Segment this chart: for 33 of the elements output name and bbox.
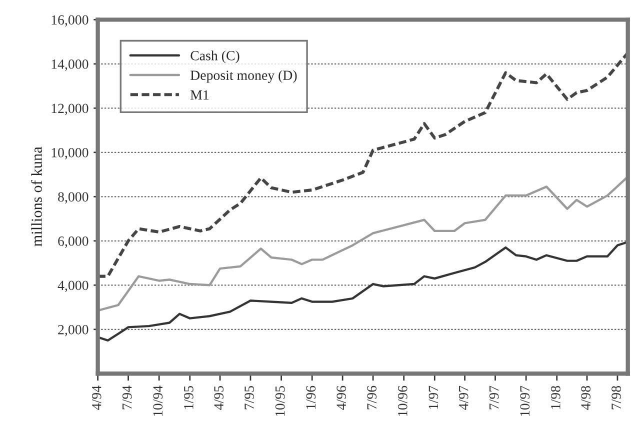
y-axis-title: millions of kuna	[31, 146, 42, 246]
x-tick-label: 10/94	[153, 386, 163, 416]
x-tick-label: 4/95	[214, 386, 224, 410]
line-series	[98, 176, 628, 312]
y-tick-label: 10,000	[52, 148, 88, 160]
x-tick-label: 7/98	[612, 386, 621, 410]
x-tick-label: 7/96	[367, 386, 377, 410]
y-tick-label: 4,000	[58, 280, 88, 292]
line-series	[98, 51, 628, 278]
x-tick-label: 10/95	[275, 386, 285, 416]
y-tick-label: 8,000	[58, 192, 88, 204]
legend-label: M1	[190, 90, 209, 100]
y-tick-label: 2,000	[58, 324, 88, 336]
x-tick-label: 10/97	[520, 386, 530, 416]
legend-label: Cash (C)	[190, 50, 240, 64]
y-tick-label: 16,000	[52, 15, 88, 27]
x-tick-label: 7/94	[122, 386, 132, 410]
y-tick-label: 12,000	[52, 104, 88, 116]
x-tick-label: 1/98	[550, 386, 560, 409]
x-tick-label: 1/96	[306, 386, 316, 409]
y-tick-label: 14,000	[52, 59, 88, 71]
x-tick-label: 7/95	[244, 386, 254, 410]
x-tick-label: 7/97	[489, 386, 499, 410]
x-tick-label: 4/96	[336, 386, 346, 410]
legend-label: Deposit money (D)	[190, 70, 297, 83]
x-tick-label: 4/97	[458, 386, 468, 410]
y-tick-label: 6,000	[58, 236, 88, 248]
x-tick-label: 4/98	[581, 386, 590, 410]
line-series	[98, 240, 628, 342]
x-tick-label: 1/97	[428, 386, 438, 409]
x-tick-label: 10/96	[398, 386, 408, 416]
x-tick-label: 4/94	[92, 386, 102, 410]
x-tick-label: 1/95	[184, 386, 194, 409]
